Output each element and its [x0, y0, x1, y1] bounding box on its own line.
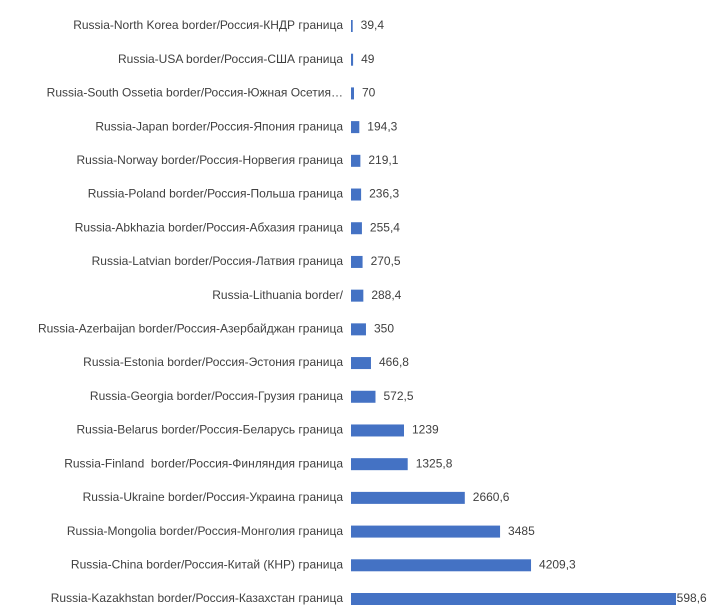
- value-label: 4209,3: [539, 557, 576, 571]
- value-label: 219,1: [368, 153, 398, 167]
- value-label: 1239: [412, 423, 439, 437]
- value-label: 350: [374, 322, 394, 336]
- category-label: Russia-Azerbaijan border/Россия-Азербайд…: [38, 322, 343, 336]
- value-label: 1325,8: [416, 456, 453, 470]
- category-label: Russia-China border/Россия-Китай (КНР) г…: [71, 557, 343, 571]
- value-label: 466,8: [379, 355, 409, 369]
- category-label: Russia-Kazakhstan border/Россия-Казахста…: [51, 591, 344, 605]
- bar: [351, 357, 371, 370]
- bar: [351, 53, 354, 66]
- bar: [351, 323, 366, 336]
- category-label: Russia-South Ossetia border/Россия-Южная…: [47, 86, 343, 100]
- category-label: Russia-Mongolia border/Россия-Монголия г…: [67, 524, 343, 538]
- category-label: Russia-Finland border/Россия-Финляндия г…: [64, 456, 343, 470]
- value-label: 39,4: [361, 18, 385, 32]
- value-label: 255,4: [370, 220, 400, 234]
- bar: [351, 559, 532, 572]
- category-label: Russia-Belarus border/Россия-Беларусь гр…: [77, 423, 344, 437]
- category-label: Russia-Estonia border/Россия-Эстония гра…: [83, 355, 343, 369]
- bar: [351, 188, 362, 201]
- category-label: Russia-Abkhazia border/Россия-Абхазия гр…: [75, 220, 344, 234]
- category-label: Russia-North Korea border/Россия-КНДР гр…: [73, 18, 343, 32]
- value-label: 7598,6: [670, 591, 707, 605]
- category-label: Russia-Japan border/Россия-Япония границ…: [95, 119, 343, 133]
- value-label: 49: [361, 52, 375, 66]
- bar: [351, 154, 361, 167]
- bar: [351, 222, 362, 235]
- category-label: Russia-Latvian border/Россия-Латвия гран…: [92, 254, 344, 268]
- bar: [351, 20, 353, 32]
- bar: [351, 491, 465, 504]
- bar: [351, 525, 501, 538]
- value-label: 288,4: [371, 288, 401, 302]
- bar: [351, 458, 408, 471]
- category-label: Russia-USA border/Россия-США граница: [118, 52, 343, 66]
- bar: [351, 593, 676, 605]
- bar: [351, 121, 360, 134]
- value-label: 236,3: [369, 187, 399, 201]
- category-label: Russia-Lithuania border/: [212, 288, 343, 302]
- category-label: Russia-Ukraine border/Россия-Украина гра…: [83, 490, 344, 504]
- category-label: Russia-Georgia border/Россия-Грузия гран…: [90, 389, 343, 403]
- value-label: 270,5: [371, 254, 401, 268]
- value-label: 3485: [508, 524, 535, 538]
- category-label: Russia-Poland border/Россия-Польша грани…: [88, 187, 344, 201]
- value-label: 2660,6: [473, 490, 510, 504]
- bar: [351, 87, 354, 100]
- value-label: 572,5: [383, 389, 413, 403]
- bar: [351, 289, 364, 302]
- bar: [351, 424, 404, 437]
- value-label: 70: [362, 86, 376, 100]
- bar: [351, 390, 376, 403]
- value-label: 194,3: [367, 119, 397, 133]
- category-label: Russia-Norway border/Россия-Норвегия гра…: [77, 153, 344, 167]
- bar: [351, 255, 363, 268]
